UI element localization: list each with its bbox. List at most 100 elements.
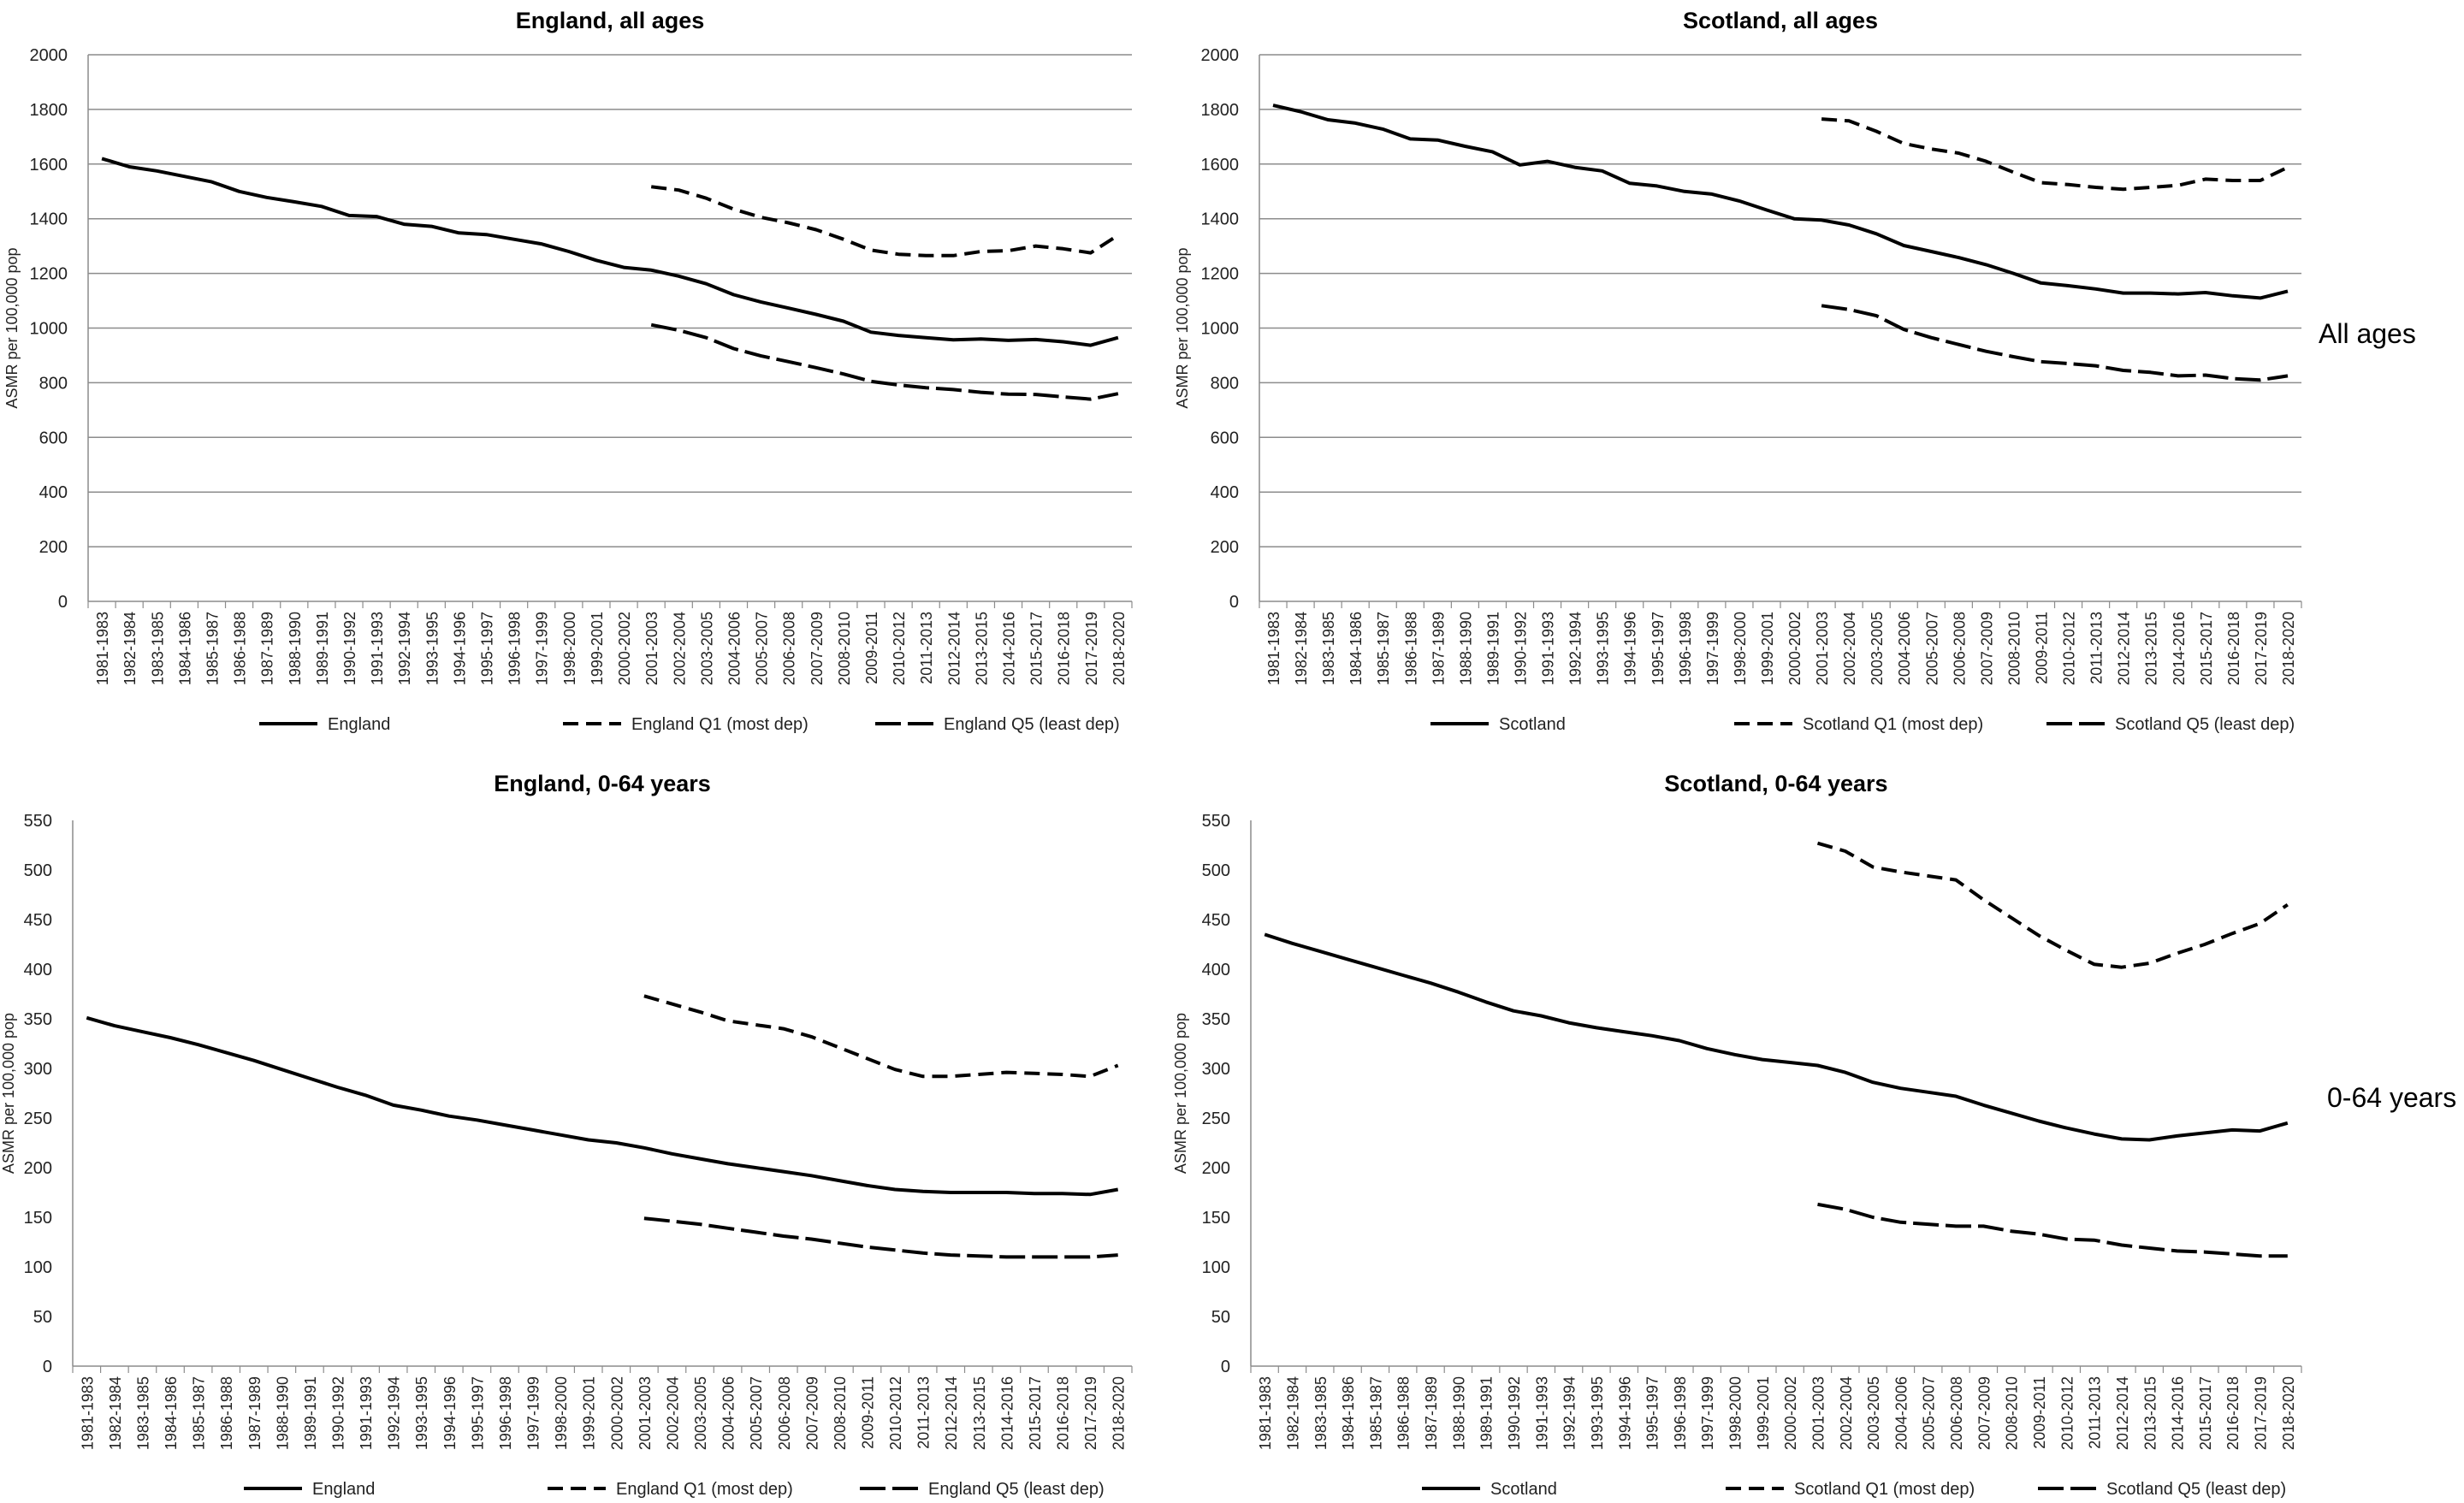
x-tick-label: 2015-2017 <box>1028 612 1045 685</box>
x-tick-label: 1992-1994 <box>396 612 413 685</box>
x-tick-label: 1992-1994 <box>386 1376 403 1450</box>
chart-scotland-all-ages: Scotland, all ages 0 200 400 600 800 1000 1200 1… <box>1174 8 2302 734</box>
x-tick-label: 2001-2003 <box>643 612 660 685</box>
x-tick-label: 2018-2020 <box>1111 1376 1128 1450</box>
x-tick-label: 2009-2011 <box>2031 1376 2048 1449</box>
x-tick-label: 1988-1990 <box>274 1376 291 1450</box>
y-tick-label: 0 <box>1221 1358 1230 1376</box>
x-tick-label: 2018-2020 <box>2280 1376 2297 1450</box>
x-tick-label: 2001-2003 <box>1814 612 1831 685</box>
x-tick-label: 2006-2008 <box>776 1376 793 1450</box>
x-tick-label: 1990-1992 <box>341 612 358 685</box>
y-axis-label: ASMR per 100,000 pop <box>3 247 21 408</box>
x-tick-label: 1984-1986 <box>163 1376 180 1450</box>
x-tick-label: 2000-2002 <box>1786 612 1804 685</box>
x-tick-label: 1984-1986 <box>1348 612 1365 685</box>
x-tick-label: 2008-2010 <box>832 1376 849 1450</box>
x-tick-label: 2017-2019 <box>2253 612 2270 685</box>
x-tick-label: 1996-1998 <box>506 612 524 685</box>
x-tick-label: 1985-1987 <box>204 612 221 685</box>
y-tick-label: 550 <box>1202 812 1230 831</box>
y-tick-label: 400 <box>1202 961 1230 979</box>
x-tick-label: 2014-2016 <box>2170 1376 2187 1450</box>
x-tick-label: 1992-1994 <box>1567 612 1584 685</box>
series-line-scotland <box>1272 104 2289 300</box>
chart-scotland-0-64-years: Scotland, 0-64 years 0 50 100 150 200 250 300 35… <box>1172 771 2302 1499</box>
y-tick-label: 300 <box>1202 1060 1230 1079</box>
x-tick-label: 1990-1992 <box>1513 612 1530 685</box>
x-tick-label: 2012-2014 <box>2114 1376 2131 1450</box>
x-tick-label: 1994-1996 <box>451 612 468 685</box>
x-tick-label: 1992-1994 <box>1561 1376 1578 1450</box>
x-tick-label: 2012-2014 <box>943 1376 960 1450</box>
x-tick-label: 1998-2000 <box>1727 1376 1744 1450</box>
x-tick-label: 1987-1989 <box>259 612 276 685</box>
x-tick-label: 2005-2007 <box>754 612 771 685</box>
legend-label: England Q1 (most dep) <box>616 1480 793 1499</box>
x-tick-label: 1991-1993 <box>1533 1376 1550 1450</box>
x-tick-label: 1981-1983 <box>1257 1376 1274 1450</box>
x-tick-label: 1990-1992 <box>1506 1376 1523 1450</box>
x-tick-label: 2007-2009 <box>1975 1376 1993 1450</box>
y-tick-label: 350 <box>24 1010 52 1029</box>
x-tick-label: 1981-1983 <box>1265 612 1282 685</box>
series-line-england-q1-most-dep <box>643 994 1119 1079</box>
legend-label: Scotland <box>1490 1480 1557 1499</box>
y-tick-label: 600 <box>1211 429 1239 447</box>
y-tick-label: 1800 <box>1201 101 1240 120</box>
x-tick-label: 2011-2013 <box>2088 612 2106 684</box>
y-tick-label: 2000 <box>1201 46 1240 65</box>
x-tick-label: 2016-2018 <box>1056 612 1073 685</box>
x-tick-label: 2005-2007 <box>748 1376 765 1450</box>
x-tick-label: 1993-1995 <box>1589 1376 1606 1450</box>
x-tick-label: 2016-2018 <box>2225 612 2242 685</box>
y-tick-label: 800 <box>39 374 68 393</box>
y-tick-label: 400 <box>39 483 68 502</box>
x-tick-label: 1986-1988 <box>218 1376 235 1450</box>
x-tick-label: 2004-2006 <box>1892 1376 1910 1450</box>
x-tick-label: 1985-1987 <box>1367 1376 1384 1450</box>
x-tick-label: 2009-2011 <box>863 612 880 684</box>
x-tick-label: 2001-2003 <box>1810 1376 1827 1450</box>
y-tick-label: 250 <box>24 1109 52 1128</box>
x-tick-label: 2010-2012 <box>887 1376 904 1450</box>
x-tick-label: 1998-2000 <box>561 612 578 685</box>
legend-label: Scotland Q5 (least dep) <box>2106 1480 2286 1499</box>
y-axis-label: ASMR per 100,000 pop <box>1174 247 1191 408</box>
chart-england-0-64-years: England, 0-64 years 0 50 100 150 200 250 300 350… <box>0 771 1133 1499</box>
y-axis-label: ASMR per 100,000 pop <box>1172 1013 1189 1174</box>
series-line-scotland-q5-least-dep <box>1817 1202 2288 1258</box>
x-tick-label: 1991-1993 <box>369 612 386 685</box>
x-tick-label: 1997-1999 <box>1699 1376 1716 1450</box>
x-tick-label: 1983-1985 <box>134 1376 151 1450</box>
x-tick-label: 2016-2018 <box>1055 1376 1072 1450</box>
x-tick-label: 1982-1984 <box>1293 612 1310 685</box>
y-tick-label: 250 <box>1202 1109 1230 1128</box>
x-tick-label: 2010-2012 <box>2058 1376 2076 1450</box>
x-tick-label: 2000-2002 <box>616 612 633 685</box>
x-tick-label: 1993-1995 <box>1595 612 1612 685</box>
y-tick-label: 0 <box>58 593 68 612</box>
x-tick-label: 2008-2010 <box>836 612 853 685</box>
x-tick-label: 2011-2013 <box>918 612 935 684</box>
legend-label: England Q1 (most dep) <box>631 715 808 734</box>
x-tick-label: 1998-2000 <box>553 1376 570 1450</box>
y-tick-label: 1000 <box>30 320 68 339</box>
row-label-0-64-years: 0-64 years <box>2327 1082 2457 1113</box>
x-tick-label: 1991-1993 <box>1540 612 1557 685</box>
y-tick-label: 200 <box>39 538 68 557</box>
x-tick-label: 2007-2009 <box>803 1376 820 1450</box>
y-tick-label: 0 <box>43 1358 52 1376</box>
y-tick-label: 50 <box>33 1308 52 1327</box>
y-tick-label: 100 <box>24 1258 52 1277</box>
row-label-all-ages: All ages <box>2319 318 2416 349</box>
y-tick-label: 500 <box>24 861 52 880</box>
legend-label: Scotland Q1 (most dep) <box>1794 1480 1975 1499</box>
y-tick-label: 0 <box>1229 593 1239 612</box>
x-tick-label: 1986-1988 <box>1402 612 1419 685</box>
x-tick-label: 2007-2009 <box>808 612 826 685</box>
x-tick-label: 1994-1996 <box>441 1376 459 1450</box>
x-tick-label: 2000-2002 <box>608 1376 625 1450</box>
series-line-england-q5-least-dep <box>650 322 1119 401</box>
y-tick-label: 150 <box>24 1209 52 1228</box>
